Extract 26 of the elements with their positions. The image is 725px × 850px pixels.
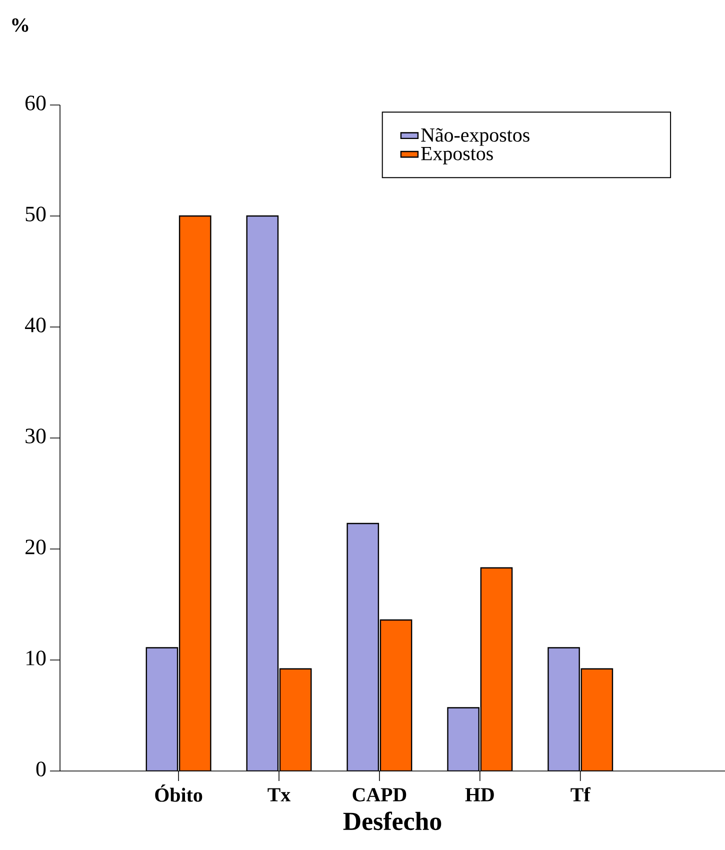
bar: [447, 707, 480, 771]
y-tick-label: 40: [24, 318, 46, 332]
legend-label: Não-expostos: [421, 128, 530, 146]
y-tick-label: 60: [25, 96, 46, 110]
bar: [380, 619, 412, 771]
bar: [246, 215, 279, 771]
bar: [346, 522, 380, 771]
bar: [480, 567, 513, 771]
y-tick-label: 10: [26, 650, 46, 666]
y-tick-label: 50: [26, 206, 46, 222]
x-tick-label: CAPD: [352, 788, 406, 802]
x-tick-label: Óbito: [155, 784, 202, 802]
bar: [178, 215, 212, 771]
y-tick-label: 0: [36, 762, 46, 776]
y-tick-label: 30: [26, 428, 46, 444]
bar: [548, 647, 580, 771]
bar: [279, 668, 312, 771]
y-tick-label: 20: [26, 540, 46, 554]
x-tick-label: HD: [465, 788, 494, 802]
legend-label: Expostos: [421, 147, 493, 164]
x-tick-label: Tx: [268, 788, 291, 802]
x-axis-title: Desfecho: [343, 812, 442, 830]
x-tick-label: Tf: [570, 787, 591, 802]
bar: [146, 647, 178, 771]
bar: [580, 668, 614, 771]
y-axis-title: %: [12, 18, 28, 32]
